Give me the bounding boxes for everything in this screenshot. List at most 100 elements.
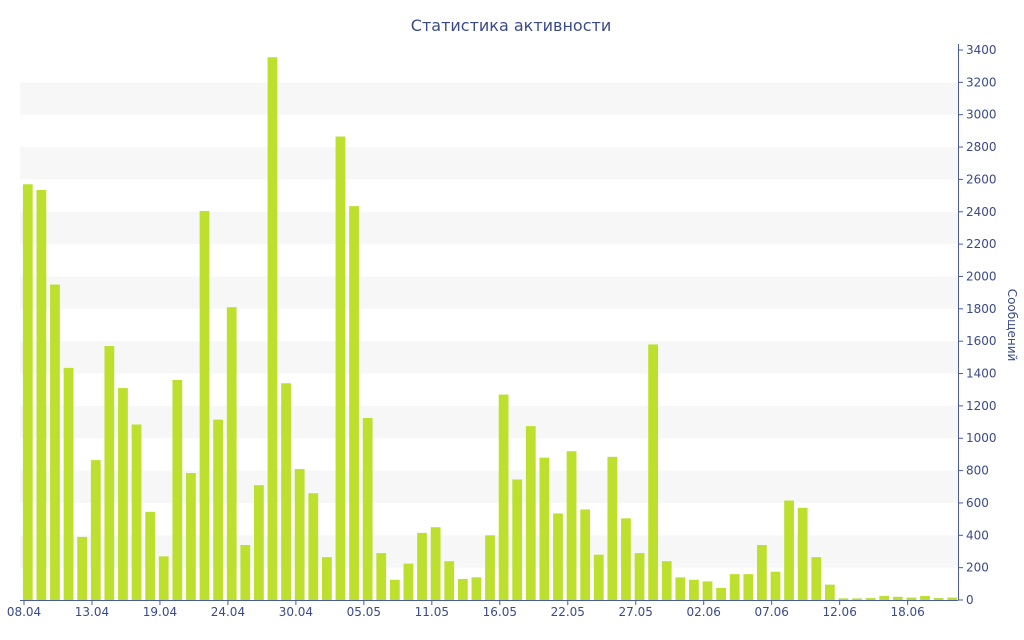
bar xyxy=(661,561,672,600)
bar xyxy=(90,460,101,600)
bar xyxy=(213,419,224,600)
y-tick-label: 1800 xyxy=(966,302,997,316)
x-tick-label: 13.04 xyxy=(75,605,109,619)
y-tick-label: 2000 xyxy=(966,269,997,283)
bar xyxy=(920,595,930,600)
bar xyxy=(797,507,808,600)
bar xyxy=(457,578,468,600)
y-tick-label: 600 xyxy=(966,496,989,510)
bar xyxy=(294,468,305,600)
bar xyxy=(947,597,958,600)
bar xyxy=(308,493,319,600)
bar xyxy=(267,57,278,600)
bar xyxy=(430,527,441,600)
y-tick-label: 2200 xyxy=(966,237,997,251)
bar xyxy=(824,584,835,600)
bar xyxy=(512,479,523,600)
bar xyxy=(186,473,196,600)
bar xyxy=(892,596,903,600)
y-axis-ticks: 0 200 400 600 800 1000 1200 1400 1600 1800 2000 220… xyxy=(958,43,997,607)
bar xyxy=(485,535,495,600)
bar xyxy=(784,500,794,600)
y-tick-label: 3400 xyxy=(966,43,997,57)
bar xyxy=(63,367,74,600)
bar xyxy=(729,574,740,600)
bar xyxy=(906,597,917,600)
bar xyxy=(879,595,890,600)
bar xyxy=(471,577,482,600)
y-tick-label: 400 xyxy=(966,528,989,542)
x-tick-label: 19.04 xyxy=(143,605,177,619)
bar xyxy=(172,380,183,600)
bar xyxy=(756,545,767,600)
bar xyxy=(240,545,251,600)
y-tick-label: 800 xyxy=(966,464,989,478)
x-tick-label: 30.04 xyxy=(279,605,313,619)
y-tick-label: 3200 xyxy=(966,75,997,89)
bar xyxy=(158,556,169,600)
bar xyxy=(417,532,427,600)
bar xyxy=(634,553,645,600)
bar xyxy=(838,598,849,600)
grid-band xyxy=(20,82,958,115)
bar xyxy=(702,581,713,600)
y-tick-label: 2800 xyxy=(966,140,997,154)
chart-title: Статистика активности xyxy=(411,16,611,35)
bar xyxy=(77,536,88,600)
bar xyxy=(226,307,237,600)
grid-bands xyxy=(20,82,958,568)
bar xyxy=(444,561,455,600)
bar xyxy=(254,485,264,600)
bar xyxy=(621,518,631,600)
bar xyxy=(648,344,659,600)
y-tick-label: 3000 xyxy=(966,108,997,122)
x-tick-label: 05.05 xyxy=(347,605,381,619)
y-tick-label: 1200 xyxy=(966,399,997,413)
y-tick-label: 2400 xyxy=(966,205,997,219)
y-axis-title: Сообщений xyxy=(1005,289,1019,362)
bar xyxy=(525,426,536,600)
x-tick-label: 18.06 xyxy=(890,605,924,619)
x-tick-label: 27.05 xyxy=(619,605,653,619)
bar xyxy=(145,511,156,600)
grid-band xyxy=(20,211,958,245)
grid-band xyxy=(20,405,958,439)
y-tick-label: 0 xyxy=(966,593,974,607)
bar xyxy=(865,598,876,600)
bar xyxy=(593,554,604,600)
bar xyxy=(281,383,291,600)
bar xyxy=(104,346,115,600)
bar xyxy=(743,574,754,600)
bar xyxy=(50,284,60,600)
x-tick-label: 22.05 xyxy=(551,605,585,619)
bar xyxy=(675,577,686,600)
bar xyxy=(580,509,591,600)
x-tick-label: 11.05 xyxy=(415,605,449,619)
bar xyxy=(199,210,210,601)
bar xyxy=(349,206,359,600)
grid-band xyxy=(20,470,958,503)
bar xyxy=(36,189,47,601)
y-tick-label: 1600 xyxy=(966,334,997,348)
bar xyxy=(22,184,33,600)
bar xyxy=(553,513,563,600)
x-tick-label: 08.04 xyxy=(7,605,41,619)
bar xyxy=(498,394,509,600)
grid-band xyxy=(20,147,958,180)
x-tick-label: 07.06 xyxy=(755,605,789,619)
bar xyxy=(689,579,699,600)
bar xyxy=(389,579,400,600)
y-tick-label: 2600 xyxy=(966,172,997,186)
bar xyxy=(376,553,387,600)
bar xyxy=(321,557,332,600)
bar xyxy=(335,136,346,600)
x-tick-label: 24.04 xyxy=(211,605,245,619)
grid-band xyxy=(20,276,958,309)
x-tick-label: 16.05 xyxy=(483,605,517,619)
x-tick-label: 02.06 xyxy=(687,605,721,619)
bar xyxy=(566,451,577,600)
bar xyxy=(118,388,128,600)
y-tick-label: 200 xyxy=(966,561,989,575)
grid-band xyxy=(20,341,958,374)
